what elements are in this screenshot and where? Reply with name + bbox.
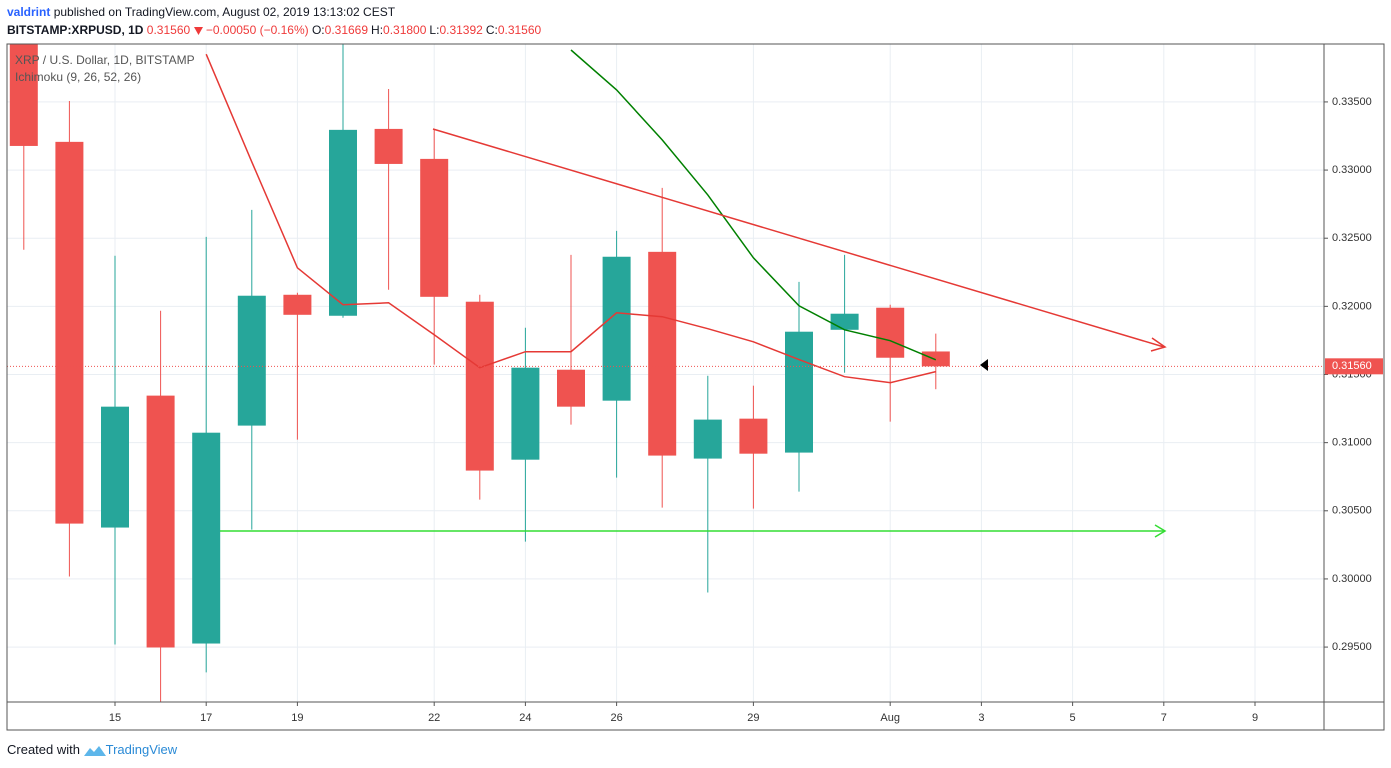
y-tick-label: 0.29500 (1332, 641, 1372, 653)
trend-line (432, 128, 1165, 348)
x-tick-label: 7 (1161, 712, 1167, 724)
footer: Created with TradingView (7, 742, 177, 757)
x-tick-label: 5 (1070, 712, 1076, 724)
x-tick-label: 24 (519, 712, 531, 724)
chart-title: XRP / U.S. Dollar, 1D, BITSTAMP (15, 53, 195, 67)
y-tick-label: 0.32500 (1332, 232, 1372, 244)
ohlc-label: C: (485, 23, 498, 37)
indicator-line (570, 49, 937, 361)
candle-body (785, 331, 813, 453)
axes: 0.295000.300000.305000.310000.315000.320… (109, 96, 1383, 724)
last-price-box (1325, 358, 1383, 375)
x-tick-label: 29 (747, 712, 759, 724)
candle-body (283, 294, 312, 315)
x-tick-label: Aug (880, 712, 900, 724)
header-line-2: BITSTAMP:XRPUSD, 1D 0.31560 −0.00050 (−0… (7, 23, 544, 37)
last-price-label: 0.31560 (1332, 360, 1372, 372)
arrow-head (1154, 524, 1167, 538)
candle-body (420, 158, 449, 297)
x-tick-label: 15 (109, 712, 121, 724)
created-with: Created with (7, 742, 80, 757)
ohlc-label: L: (429, 23, 440, 37)
chart-subtitle: Ichimoku (9, 26, 52, 26) (15, 70, 141, 84)
x-tick-label: 9 (1252, 712, 1258, 724)
plot-area (7, 44, 1324, 702)
arrow-head (1150, 337, 1167, 352)
frame (6, 43, 1385, 731)
candle-body (237, 295, 266, 426)
candle-body (648, 251, 677, 456)
y-tick-label: 0.33000 (1332, 164, 1372, 176)
candle-body (146, 395, 175, 648)
candle-body (329, 129, 357, 316)
symbol: BITSTAMP:XRPUSD, 1D (7, 23, 144, 37)
down-arrow (193, 26, 203, 35)
candle-body (921, 351, 950, 367)
candle-body (693, 419, 722, 459)
indicator-line (205, 53, 936, 384)
header-line-1: valdrint published on TradingView.com, A… (7, 5, 395, 19)
x-tick-label: 19 (291, 712, 303, 724)
ohlc-value: 0.31560 (497, 23, 542, 37)
candle-body (876, 307, 905, 358)
ohlc-label: O: (311, 23, 325, 37)
y-tick-label: 0.31000 (1332, 437, 1372, 449)
candle-body (557, 369, 585, 407)
y-tick-label: 0.32000 (1332, 300, 1372, 312)
candle-body (55, 141, 84, 524)
candle-body (739, 418, 768, 454)
candle-body (830, 313, 859, 330)
author[interactable]: valdrint (7, 5, 51, 19)
x-tick-label: 22 (428, 712, 440, 724)
candle-body (374, 128, 403, 164)
y-tick-label: 0.33500 (1332, 96, 1372, 108)
ohlc-label: H: (371, 23, 384, 37)
logo (83, 745, 106, 756)
brand[interactable]: TradingView (105, 742, 178, 757)
y-tick-label: 0.30000 (1332, 573, 1372, 585)
candle-body (465, 301, 494, 471)
candle-body (101, 406, 129, 528)
x-tick-label: 3 (978, 712, 984, 724)
ohlc-value: 0.31800 (383, 23, 427, 37)
y-tick-label: 0.30500 (1332, 505, 1372, 517)
price-marker (980, 359, 988, 371)
ohlc-value: 0.31669 (324, 23, 369, 37)
candle-body (9, 44, 38, 146)
last-price: 0.31560 (146, 23, 191, 37)
candle-body (511, 367, 540, 460)
change: −0.00050 (−0.16%) (205, 23, 309, 37)
candle-body (602, 256, 631, 401)
ohlc: O:0.31669 H:0.31800 L:0.31392 C:0.31560 (312, 23, 544, 37)
ohlc-value: 0.31392 (439, 23, 483, 37)
x-tick-label: 17 (200, 712, 212, 724)
candle-body (192, 432, 221, 644)
published: published on TradingView.com, August 02,… (53, 5, 396, 19)
x-tick-label: 26 (610, 712, 622, 724)
